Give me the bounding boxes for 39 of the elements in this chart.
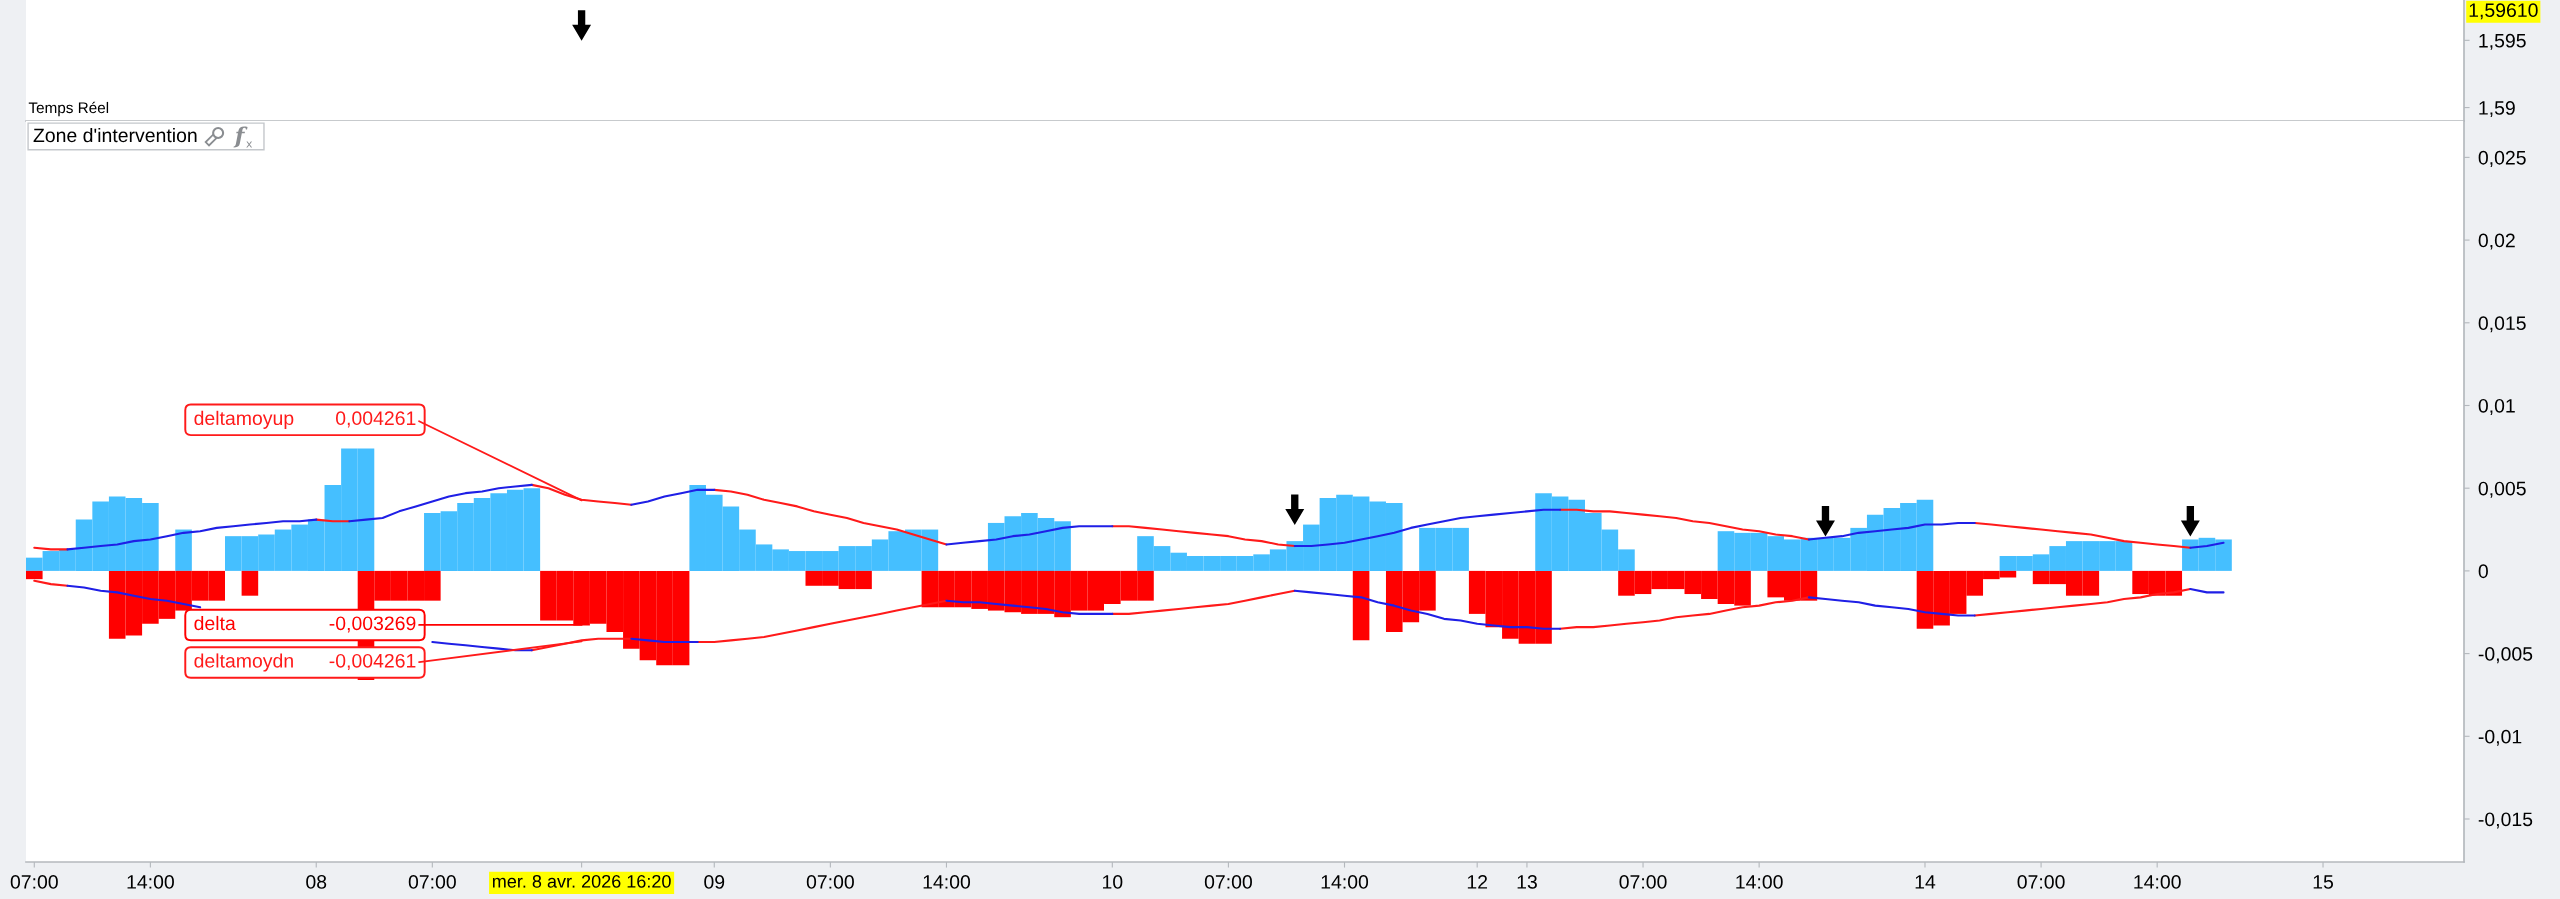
x-tick-label: 12 [1467,875,1488,889]
x-tick-label: 07:00 [10,875,58,889]
x-tick-label: 08 [306,875,327,889]
x-tick-label: mer. 8 avr. 2026 16:20 [492,874,671,888]
y-tick-label: 0,025 [2478,150,2526,167]
text: deltamoydn [194,653,293,672]
y-tick-label: -0,015 [2478,812,2533,829]
x-tick-label: 14:00 [127,875,174,889]
text: 1,59610 [2469,3,2538,20]
annotation: -0,004261 [329,653,416,670]
y-tick-label: 1,595 [2479,33,2526,50]
x-tick-label: 07:00 [1204,875,1252,889]
x-tick-label: 09 [704,875,725,889]
y-tick-label: -0,01 [2478,729,2522,746]
chart-title: Zone d'intervention [33,127,197,143]
series-label: delta [194,615,236,631]
x-tick-label: 10 [1102,875,1123,889]
x-tick-label: 15 [2313,875,2334,889]
y-tick-label: 0 [2478,564,2488,579]
x-tick-label: 14:00 [1736,875,1783,889]
x-tick-label: 07:00 [806,875,854,889]
annotation: -0,003269 [329,616,416,633]
x-tick-label: 14 [1915,875,1936,889]
text: deltamoyup [194,410,294,429]
annotation: Temps Réel [28,101,109,117]
x-tick-label: 07:00 [1619,875,1667,889]
x-tick-label: 13 [1517,875,1537,889]
y-tick-label: 0,01 [2478,398,2515,416]
y-tick-label: 0,005 [2478,481,2526,498]
x-tick-label: 14:00 [923,875,971,889]
y-tick-label: 0,02 [2478,233,2515,250]
x-tick-label: 14:00 [1321,875,1369,889]
y-tick-label: 0,015 [2478,316,2526,333]
x-tick-label: 07:00 [2017,875,2065,889]
y-tick-label: -0,005 [2478,647,2533,664]
annotation: 0,004261 [335,411,416,428]
x-tick-label: 14:00 [2134,875,2181,889]
y-tick-label: 1,59 [2479,101,2515,118]
x-tick-label: 07:00 [408,875,456,889]
